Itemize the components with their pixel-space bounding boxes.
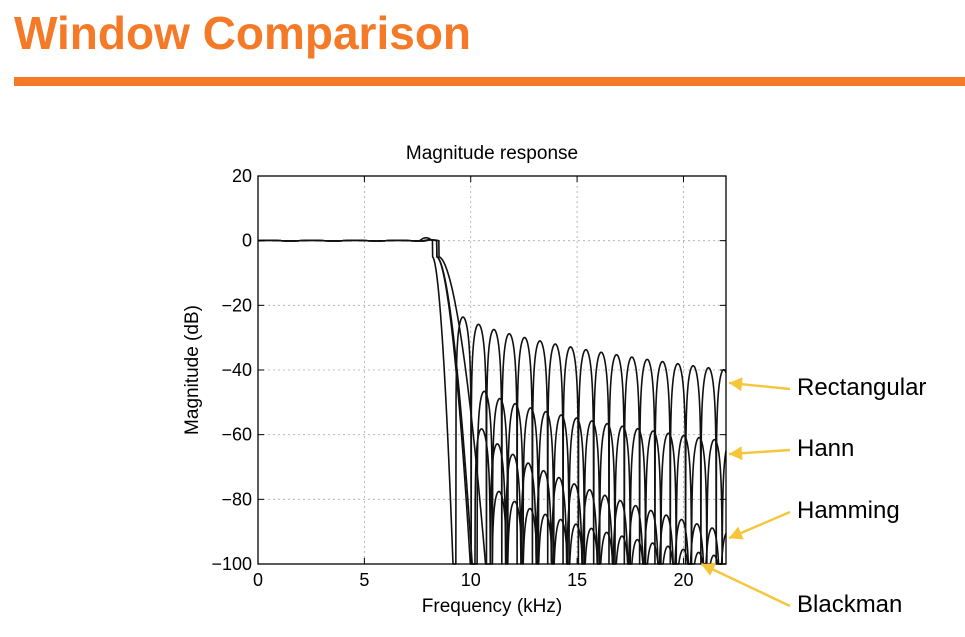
- slide-title: Window Comparison: [14, 7, 472, 59]
- series-group: [257, 236, 727, 565]
- annotation-arrowhead: [729, 377, 743, 392]
- y-tick-label: −100: [211, 554, 252, 574]
- x-tick-label: 10: [461, 570, 481, 590]
- grid: [258, 176, 726, 564]
- annotation-label-rectangular: Rectangular: [797, 374, 927, 401]
- y-axis-label: Magnitude (dB): [182, 305, 203, 435]
- ticks: 0 5 10 15 20 20 0 −20 −40 −60 −80 −100: [211, 166, 726, 590]
- x-tick-label: 20: [673, 570, 693, 590]
- x-tick-label: 15: [567, 570, 587, 590]
- y-tick-label: −20: [221, 295, 252, 315]
- x-tick-label: 0: [253, 570, 263, 590]
- annotation-label-blackman: Blackman: [797, 591, 903, 618]
- y-tick-label: −40: [221, 360, 252, 380]
- x-axis-label: Frequency (kHz): [422, 596, 562, 617]
- annotation-arrowhead: [701, 563, 717, 576]
- y-tick-label: −60: [221, 425, 252, 445]
- annotation-arrows: [700, 377, 791, 608]
- annotation-arrowhead: [729, 446, 743, 461]
- annotation-label-hann: Hann: [797, 435, 855, 462]
- annotation-label-hamming: Hamming: [797, 497, 900, 524]
- chart-title: Magnitude response: [406, 143, 578, 164]
- title-underline: [14, 77, 965, 86]
- y-tick-label: 0: [242, 231, 252, 251]
- annotation-arrow: [700, 562, 791, 608]
- y-tick-label: 20: [232, 166, 252, 186]
- annotation-arrowhead: [729, 526, 744, 540]
- x-tick-label: 5: [359, 570, 369, 590]
- y-tick-label: −80: [221, 489, 252, 509]
